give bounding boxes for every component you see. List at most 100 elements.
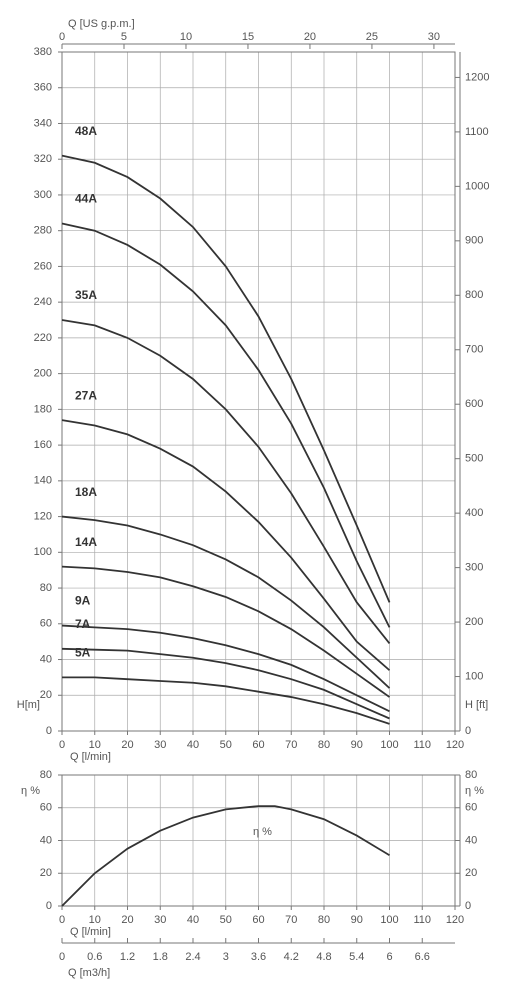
x2-tick-label: 10	[180, 31, 192, 43]
x2-axis-title: Q [m3/h]	[68, 967, 110, 979]
y2-tick-label: 1100	[465, 126, 489, 138]
y-tick-label: 300	[34, 189, 52, 201]
y2-tick-label: 20	[465, 867, 477, 879]
curve-label: 27A	[75, 388, 97, 402]
y-tick-label: 80	[40, 582, 52, 594]
x-tick-label: 40	[187, 914, 199, 926]
y-tick-label: 0	[46, 725, 52, 737]
x-tick-label: 50	[220, 914, 232, 926]
y-axis-title: H[m]	[17, 699, 40, 711]
y-tick-label: 20	[40, 867, 52, 879]
y2-tick-label: 1000	[465, 180, 489, 192]
y-tick-label: 120	[34, 510, 52, 522]
x-tick-label: 50	[220, 739, 232, 751]
y2-tick-label: 60	[465, 802, 477, 814]
x-tick-label: 110	[413, 739, 431, 751]
curve	[61, 805, 390, 907]
y2-axis-title: H [ft]	[465, 699, 488, 711]
curve-label: 9A	[75, 594, 91, 608]
x2-tick-label: 6	[386, 951, 392, 963]
y-tick-label: 40	[40, 653, 52, 665]
x-tick-label: 10	[89, 739, 101, 751]
curve-label: 5A	[75, 646, 91, 660]
x-tick-label: 40	[187, 739, 199, 751]
y-tick-label: 20	[40, 689, 52, 701]
y2-tick-label: 300	[465, 562, 483, 574]
x-tick-label: 90	[351, 914, 363, 926]
x-tick-label: 110	[413, 914, 431, 926]
x-tick-label: 90	[351, 739, 363, 751]
x2-tick-label: 15	[242, 31, 254, 43]
x-tick-label: 70	[285, 739, 297, 751]
y-tick-label: 80	[40, 769, 52, 781]
x2-axis-title: Q [US g.p.m.]	[68, 18, 135, 30]
y2-tick-label: 700	[465, 344, 483, 356]
plot-frame	[61, 51, 456, 732]
x2-tick-label: 4.8	[316, 951, 331, 963]
curve-label: 48A	[75, 124, 97, 138]
x-tick-label: 60	[252, 739, 264, 751]
curve	[61, 154, 391, 603]
y-tick-label: 100	[34, 546, 52, 558]
x-tick-label: 60	[252, 914, 264, 926]
y2-tick-label: 1200	[465, 71, 489, 83]
y-axis-title: η %	[21, 785, 40, 797]
y2-tick-label: 80	[465, 769, 477, 781]
y-tick-label: 340	[34, 117, 52, 129]
curve-label: 44A	[75, 192, 97, 206]
y-tick-label: 0	[46, 900, 52, 912]
x2-tick-label: 0.6	[87, 951, 102, 963]
y-tick-label: 60	[40, 618, 52, 630]
curve-label: 35A	[75, 288, 97, 302]
curve-label: η %	[253, 826, 272, 838]
x-tick-label: 0	[59, 739, 65, 751]
y-tick-label: 260	[34, 260, 52, 272]
y2-tick-label: 40	[465, 834, 477, 846]
x-tick-label: 100	[380, 914, 398, 926]
x-tick-label: 70	[285, 914, 297, 926]
y-tick-label: 180	[34, 403, 52, 415]
x-tick-label: 20	[121, 739, 133, 751]
x2-tick-label: 20	[304, 31, 316, 43]
y-tick-label: 360	[34, 82, 52, 94]
x-tick-label: 30	[154, 914, 166, 926]
y2-tick-label: 800	[465, 289, 483, 301]
x-tick-label: 20	[121, 914, 133, 926]
x-tick-label: 120	[446, 739, 464, 751]
y-tick-label: 160	[34, 439, 52, 451]
curve-label: 14A	[75, 535, 97, 549]
x-tick-label: 0	[59, 914, 65, 926]
y2-tick-label: 100	[465, 670, 483, 682]
y2-tick-label: 0	[465, 900, 471, 912]
x2-tick-label: 5.4	[349, 951, 364, 963]
x-tick-label: 80	[318, 739, 330, 751]
y-tick-label: 140	[34, 475, 52, 487]
y-tick-label: 320	[34, 153, 52, 165]
curve	[61, 222, 391, 628]
x-tick-label: 10	[89, 914, 101, 926]
x2-tick-label: 0	[59, 31, 65, 43]
y2-tick-label: 200	[465, 616, 483, 628]
x2-tick-label: 1.8	[153, 951, 168, 963]
curve	[61, 515, 391, 689]
x2-tick-label: 1.2	[120, 951, 135, 963]
x2-tick-label: 25	[366, 31, 378, 43]
y-tick-label: 60	[40, 802, 52, 814]
y-tick-label: 220	[34, 332, 52, 344]
y2-tick-label: 600	[465, 398, 483, 410]
x2-tick-label: 30	[428, 31, 440, 43]
curve	[61, 419, 391, 671]
x2-tick-label: 2.4	[185, 951, 200, 963]
y2-tick-label: 0	[465, 725, 471, 737]
x2-tick-label: 5	[121, 31, 127, 43]
y2-tick-label: 400	[465, 507, 483, 519]
curve	[61, 565, 391, 698]
curve-label: 7A	[75, 617, 91, 631]
x-tick-label: 80	[318, 914, 330, 926]
x2-tick-label: 4.2	[284, 951, 299, 963]
x2-tick-label: 6.6	[415, 951, 430, 963]
curve	[61, 319, 391, 645]
plot-frame	[61, 774, 456, 907]
curve	[61, 647, 390, 720]
x2-tick-label: 3.6	[251, 951, 266, 963]
